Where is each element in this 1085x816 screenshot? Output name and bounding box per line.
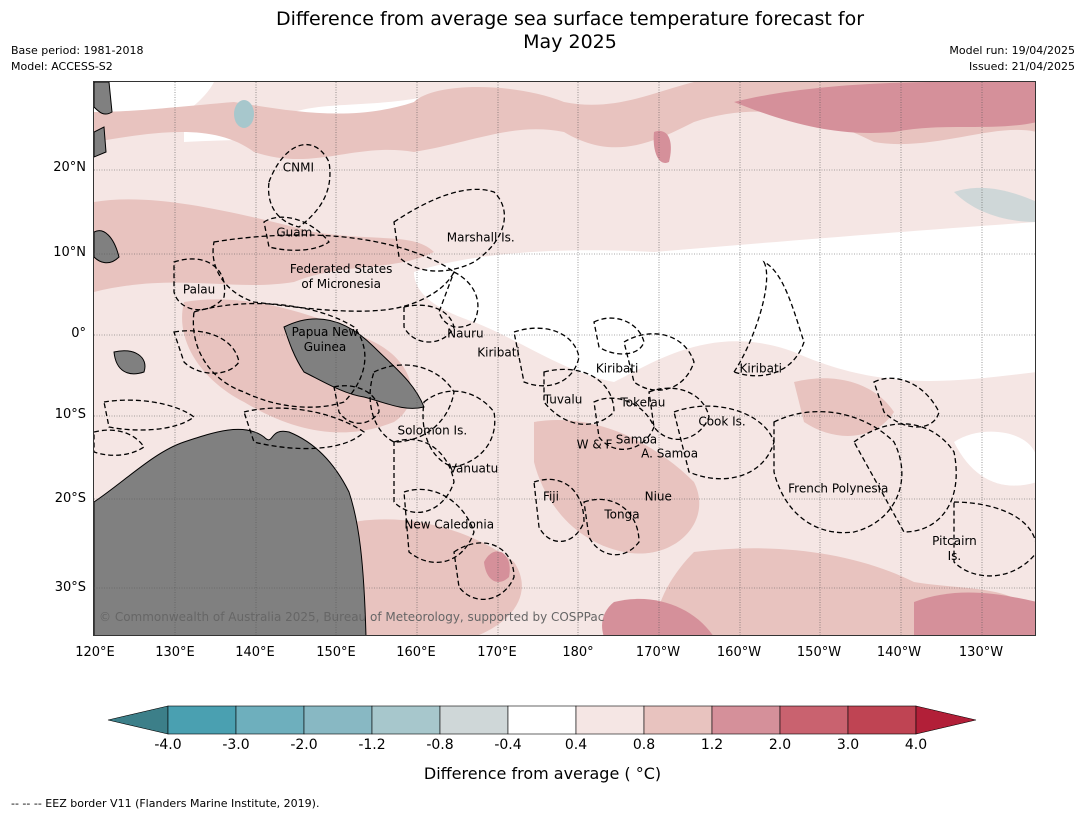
meta-left: Base period: 1981-2018 Model: ACCESS-S2: [11, 43, 143, 75]
region-label: Niue: [644, 489, 672, 504]
region-label: Kiribati: [477, 345, 520, 360]
colorbar-cell: [575, 705, 645, 735]
colorbar-cell: [507, 705, 577, 735]
region-label: French Polynesia: [788, 481, 889, 496]
colorbar-under-arrow: [107, 705, 169, 735]
lon-label-130e: 130°E: [155, 645, 195, 660]
colorbar-tick-label: -3.0: [222, 737, 250, 753]
title-line-2: May 2025: [523, 31, 617, 53]
region-label: Guam: [276, 225, 313, 240]
colorbar-tick-label: 1.2: [700, 737, 724, 753]
colorbar-cell: [235, 705, 305, 735]
colorbar-tick-label: -4.0: [154, 737, 182, 753]
issued-text: Issued: 21/04/2025: [968, 60, 1075, 73]
colorbar-cell: [303, 705, 373, 735]
lon-label-140w: 140°W: [876, 645, 922, 660]
region-label: Fiji: [542, 489, 559, 504]
land-masses: [94, 82, 425, 635]
base-period-text: Base period: 1981-2018: [11, 44, 144, 57]
lon-label-160e: 160°E: [396, 645, 436, 660]
region-label: CNMI: [282, 160, 314, 175]
region-label: Marshall Is.: [446, 230, 515, 245]
lat-label-10s: 10°S: [54, 407, 86, 422]
model-run-text: Model run: 19/04/2025: [949, 44, 1075, 57]
colorbar-tick-label: -2.0: [290, 737, 318, 753]
colorbar-tick-label: 2.0: [768, 737, 792, 753]
colorbar-cell: [643, 705, 713, 735]
colorbar-cell: [847, 705, 917, 735]
lon-label-130w: 130°W: [958, 645, 1004, 660]
lon-label-170e: 170°E: [477, 645, 517, 660]
colorbar-tick-label: 0.8: [632, 737, 656, 753]
lon-label-160w: 160°W: [716, 645, 762, 660]
lat-label-30s: 30°S: [54, 580, 86, 595]
colorbar-tick-label: 3.0: [836, 737, 860, 753]
graticule: [94, 82, 1035, 635]
lat-label-10n: 10°N: [53, 245, 86, 260]
lon-label-150w: 150°W: [796, 645, 842, 660]
colorbar-cell: [779, 705, 849, 735]
colorbar-cell: [167, 705, 237, 735]
colorbar-over-arrow: [915, 705, 977, 735]
cool-anomaly-areas: [234, 100, 1035, 222]
copyright-text: © Commonwealth of Australia 2025, Bureau…: [99, 610, 605, 624]
weak-warm-anomaly-areas: [94, 82, 1035, 635]
colorbar-cells: [107, 705, 977, 735]
lon-label-140e: 140°E: [235, 645, 275, 660]
meta-right: Model run: 19/04/2025 Issued: 21/04/2025: [949, 43, 1075, 75]
colorbar-cell: [711, 705, 781, 735]
map-canvas: [94, 82, 1035, 635]
region-label: Tonga: [604, 507, 640, 522]
region-label: Kiribati: [595, 361, 639, 376]
map-panel: [93, 81, 1036, 636]
region-label: Solomon Is.: [397, 423, 468, 438]
region-label: Cook Is.: [698, 414, 746, 429]
colorbar-tick-label: -1.2: [358, 737, 386, 753]
colorbar-tick-label: 4.0: [904, 737, 928, 753]
colorbar-tick-label: 0.4: [564, 737, 588, 753]
region-label: Kiribati: [739, 361, 783, 376]
region-label: Vanuatu: [448, 461, 499, 476]
title-line-1: Difference from average sea surface temp…: [275, 8, 865, 30]
region-label: Pitcairn Is.: [932, 533, 977, 563]
region-label: W & F: [576, 437, 613, 452]
region-label: Papua New Guinea: [291, 324, 359, 354]
region-label: Palau: [182, 282, 216, 297]
lon-label-120e: 120°E: [75, 645, 115, 660]
chart-title: Difference from average sea surface temp…: [0, 8, 1085, 54]
colorbar-tick-label: -0.4: [494, 737, 522, 753]
region-label: Nauru: [447, 326, 484, 341]
colorbar-label: Difference from average ( °C): [423, 764, 662, 783]
region-label: A. Samoa: [641, 446, 699, 461]
lon-label-170w: 170°W: [635, 645, 681, 660]
region-label: Tuvalu: [543, 392, 583, 407]
eez-borders: [94, 144, 1035, 600]
region-label: Tokelau: [620, 395, 666, 410]
colorbar: [107, 705, 977, 735]
lat-label-20n: 20°N: [53, 160, 86, 175]
region-label: Federated States of Micronesia: [289, 262, 393, 292]
region-label: New Caledonia: [404, 517, 495, 532]
colorbar-tick-label: -0.8: [426, 737, 454, 753]
lat-label-0: 0°: [71, 326, 86, 341]
lon-label-180: 180°: [562, 645, 594, 660]
lon-label-150e: 150°E: [316, 645, 356, 660]
region-label: Samoa: [615, 432, 658, 447]
lat-label-20s: 20°S: [54, 491, 86, 506]
colorbar-cell: [439, 705, 509, 735]
colorbar-cell: [371, 705, 441, 735]
model-text: Model: ACCESS-S2: [11, 60, 113, 73]
eez-footnote: -- -- -- EEZ border V11 (Flanders Marine…: [11, 797, 320, 810]
